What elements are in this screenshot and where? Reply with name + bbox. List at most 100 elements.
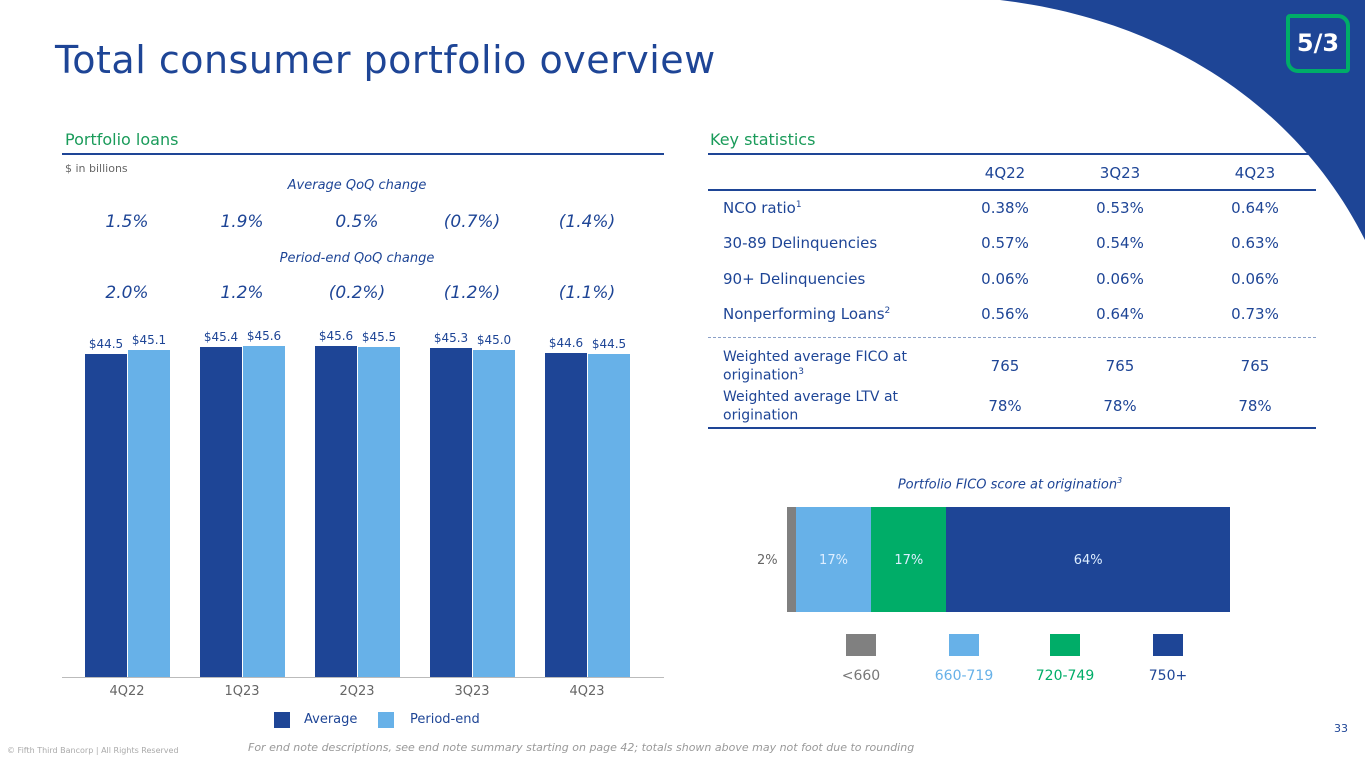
row-label-line2: origination3 <box>723 365 804 384</box>
avg-change-value: (0.7%) <box>443 212 501 232</box>
bar-value-label: $45.4 <box>203 330 239 345</box>
stats-heading: Key statistics <box>710 130 816 149</box>
avg-change-value: 1.5% <box>105 212 149 232</box>
bar-value-label: $45.6 <box>318 329 354 344</box>
x-tick-label: 3Q23 <box>454 684 490 699</box>
footnote-sup: 3 <box>798 367 804 377</box>
fico-segment-1 <box>795 507 872 612</box>
bar-period-end <box>588 354 630 677</box>
cell-value: 0.64% <box>1231 199 1279 217</box>
pe-change-value: 2.0% <box>105 283 149 303</box>
row-label-line1: Weighted average FICO at <box>723 349 907 365</box>
bar-average <box>315 346 357 677</box>
legend-average-label: Average <box>304 712 358 727</box>
bar-average <box>200 347 242 677</box>
bar-period-end <box>128 349 170 677</box>
avg-change-label: Average QoQ change <box>287 178 427 193</box>
legend-period-end-swatch <box>378 712 394 728</box>
avg-change-value: (1.4%) <box>558 212 616 232</box>
fico-segment-3 <box>946 507 1230 612</box>
row-label-line2: origination <box>723 405 798 424</box>
legend-label: 720-749 <box>1035 668 1095 684</box>
footnote: For end note descriptions, see end note … <box>248 741 915 754</box>
fico-segment-label: 17% <box>894 553 924 568</box>
cell-value: 765 <box>990 357 1020 375</box>
divider <box>62 153 664 155</box>
x-tick-label: 4Q23 <box>569 684 605 699</box>
fico-segment-2 <box>871 507 947 612</box>
bar-value-label: $44.6 <box>548 336 584 351</box>
row-label-text: 30-89 Delinquencies <box>723 234 878 252</box>
cell-value: 0.06% <box>981 270 1029 288</box>
bar-value-label: $45.0 <box>476 333 512 348</box>
cell-value: 78% <box>1103 397 1137 415</box>
fico-segment-label: 17% <box>819 553 848 568</box>
cell-value: 0.06% <box>1096 270 1144 288</box>
pe-change-value: 1.2% <box>220 283 264 303</box>
column-header: 4Q23 <box>1234 164 1276 182</box>
fico-segment-label: 64% <box>1073 553 1103 568</box>
x-tick-label: 1Q23 <box>224 684 260 699</box>
x-tick-label: 2Q23 <box>339 684 375 699</box>
cell-value: 0.53% <box>1096 199 1144 217</box>
fico-chart-title: Portfolio FICO score at origination3 <box>860 476 1160 492</box>
legend-swatch <box>1050 634 1080 656</box>
row-label: Nonperforming Loans2 <box>723 305 890 323</box>
legend-swatch <box>1153 634 1183 656</box>
fico-title-text: Portfolio FICO score at origination <box>897 477 1118 493</box>
divider <box>708 153 1316 155</box>
bar-period-end <box>243 346 285 677</box>
footnote-sup: 1 <box>795 200 802 210</box>
cell-value: 0.06% <box>1231 270 1279 288</box>
cell-value: 78% <box>1238 397 1272 415</box>
legend-swatch <box>846 634 876 656</box>
portfolio-heading: Portfolio loans <box>65 130 179 149</box>
divider <box>708 427 1316 429</box>
bar-value-label: $45.1 <box>131 332 167 347</box>
row-label-text: origination <box>723 367 799 384</box>
legend-label: <660 <box>841 668 881 684</box>
x-axis <box>62 677 664 678</box>
row-label: 30-89 Delinquencies <box>723 234 877 252</box>
cell-value: 78% <box>988 397 1022 415</box>
cell-value: 765 <box>1105 357 1135 375</box>
cell-value: 0.64% <box>1096 305 1144 323</box>
cell-value: 0.73% <box>1231 305 1279 323</box>
row-label-line1: Weighted average LTV at <box>723 389 899 405</box>
fico-segment-label: 2% <box>757 553 778 568</box>
bar-period-end <box>358 346 400 677</box>
cell-value: 0.56% <box>981 305 1029 323</box>
row-label-text: NCO ratio <box>723 199 796 217</box>
avg-change-value: 0.5% <box>335 212 379 232</box>
bar-average <box>85 354 127 677</box>
pe-change-label: Period-end QoQ change <box>279 251 435 266</box>
page-number: 33 <box>1334 722 1348 735</box>
bar-value-label: $45.6 <box>246 329 282 344</box>
bar-value-label: $44.5 <box>88 337 124 351</box>
pe-change-value: (0.2%) <box>328 283 386 303</box>
bar-value-label: $44.5 <box>591 337 627 351</box>
column-header: 4Q22 <box>984 164 1026 182</box>
row-label-text: Nonperforming Loans <box>723 305 885 323</box>
units-label: $ in billions <box>65 162 128 175</box>
cell-value: 765 <box>1240 357 1270 375</box>
row-label: NCO ratio1 <box>723 199 802 217</box>
dashed-divider <box>708 337 1316 338</box>
bar-period-end <box>473 350 515 677</box>
legend-label: 660-719 <box>934 668 994 684</box>
footnote-sup: 3 <box>1117 476 1123 485</box>
avg-change-value: 1.9% <box>220 212 264 232</box>
row-label-text: 90+ Delinquencies <box>723 270 866 288</box>
logo: 5/3 <box>1286 14 1350 73</box>
row-label: 90+ Delinquencies <box>723 270 865 288</box>
column-header: 3Q23 <box>1099 164 1141 182</box>
divider <box>708 189 1316 191</box>
pe-change-value: (1.1%) <box>558 283 616 303</box>
cell-value: 0.38% <box>981 199 1029 217</box>
row-label-text: origination <box>723 407 799 424</box>
legend-average-swatch <box>274 712 290 728</box>
fico-segment-0 <box>787 507 796 612</box>
legend-label: 750+ <box>1148 668 1188 684</box>
bar-average <box>545 353 587 677</box>
